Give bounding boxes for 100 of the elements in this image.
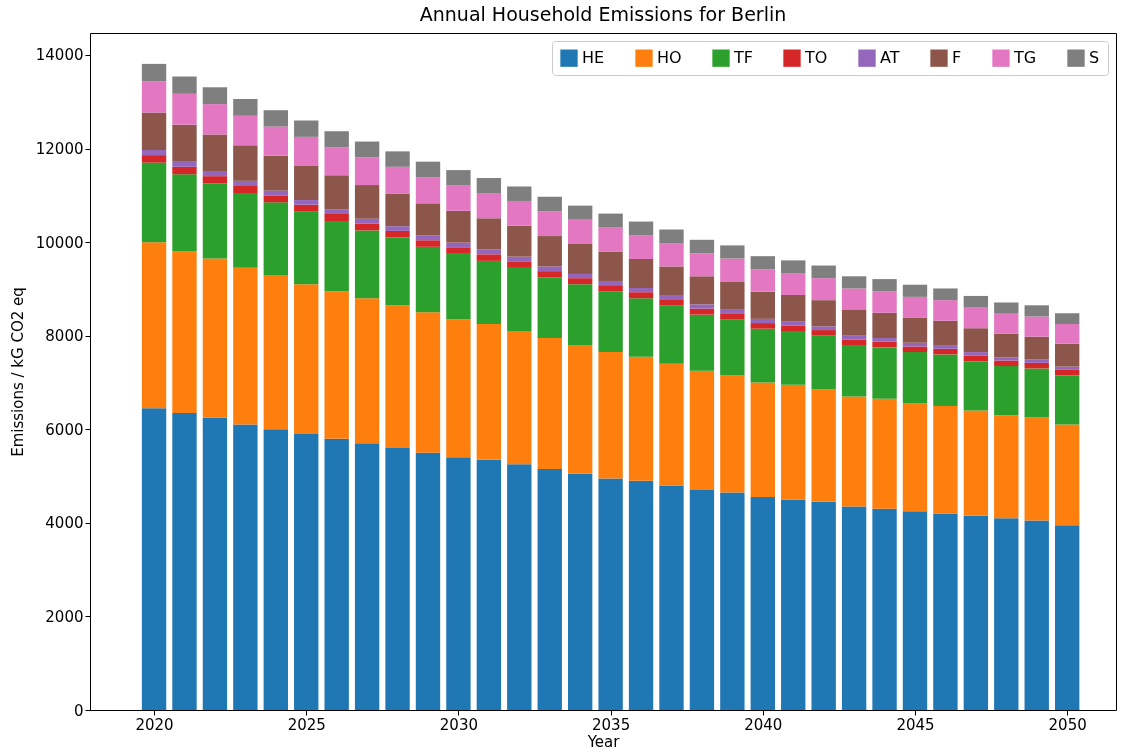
y-tick-label: 8000	[45, 327, 84, 346]
bar	[324, 221, 349, 292]
bar	[781, 273, 806, 295]
bar	[963, 328, 989, 353]
bar	[507, 200, 532, 226]
bar	[902, 352, 928, 404]
bar	[659, 299, 684, 306]
y-tick-label: 0	[73, 701, 84, 720]
bar	[415, 452, 441, 710]
bar	[841, 396, 867, 507]
bar	[172, 174, 197, 252]
bar	[567, 473, 593, 710]
bar	[324, 438, 349, 710]
bar	[233, 193, 258, 268]
bar	[750, 318, 775, 324]
bar	[324, 175, 349, 210]
bar	[263, 429, 288, 710]
bar	[141, 408, 167, 710]
bar	[689, 370, 715, 491]
legend-label: TG	[1013, 48, 1037, 68]
bar	[689, 253, 715, 277]
bar	[872, 312, 897, 339]
bar	[628, 292, 654, 299]
bar	[294, 120, 319, 137]
bar	[385, 226, 410, 231]
bar	[172, 124, 197, 162]
bar	[689, 239, 715, 254]
bar	[659, 266, 684, 295]
bar	[202, 87, 228, 105]
bar	[202, 104, 228, 135]
bar	[141, 81, 167, 113]
bar	[507, 267, 532, 332]
bar	[1054, 525, 1080, 710]
legend-label: F	[952, 48, 962, 68]
bar	[963, 410, 989, 516]
y-tick-label: 10000	[35, 233, 84, 252]
bar	[841, 506, 867, 710]
bar	[141, 149, 167, 156]
bar	[263, 126, 288, 156]
bar	[354, 141, 380, 158]
bar	[294, 200, 319, 205]
legend-label: AT	[880, 48, 900, 68]
bar	[507, 186, 532, 201]
bar	[720, 492, 745, 710]
x-tick-label: 2050	[1048, 715, 1087, 734]
bar	[720, 375, 745, 493]
bar	[994, 415, 1019, 519]
bar	[567, 345, 593, 474]
bar	[446, 210, 471, 243]
bar	[1054, 424, 1080, 526]
bar	[263, 155, 288, 191]
bar	[598, 285, 623, 292]
bar	[567, 284, 593, 346]
y-tick-label: 6000	[45, 420, 84, 439]
x-tick-label: 2030	[439, 715, 479, 734]
bar	[628, 235, 654, 259]
bar	[811, 265, 836, 279]
bar	[689, 304, 715, 309]
bar	[933, 288, 958, 301]
legend-label: TO	[804, 48, 828, 68]
bar	[598, 227, 623, 252]
bar	[841, 276, 867, 289]
x-tick-label: 2025	[287, 715, 326, 734]
bar	[963, 515, 989, 710]
bar	[994, 518, 1019, 710]
bar	[537, 338, 562, 470]
bar	[294, 284, 319, 434]
bar	[446, 253, 471, 320]
bar	[811, 389, 836, 502]
bar	[781, 384, 806, 500]
bar	[233, 185, 258, 194]
bar	[1054, 366, 1080, 370]
bar	[507, 464, 532, 710]
bar	[385, 230, 410, 238]
bar	[1024, 316, 1049, 337]
bar	[415, 161, 441, 178]
bar	[507, 225, 532, 257]
bar	[141, 112, 167, 150]
bar	[963, 352, 989, 356]
legend-label: S	[1089, 48, 1100, 68]
bar	[263, 195, 288, 203]
bar	[872, 279, 897, 292]
bar	[689, 314, 715, 371]
bar	[354, 185, 380, 219]
y-axis-title: Emissions / kG CO2 eq	[8, 287, 27, 457]
x-tick-label: 2020	[135, 715, 174, 734]
bar	[324, 214, 349, 222]
bar	[233, 424, 258, 710]
bar	[720, 281, 745, 310]
bar	[902, 317, 928, 343]
bar	[476, 218, 502, 250]
bar	[233, 115, 258, 146]
bar	[202, 183, 228, 259]
bar	[628, 356, 654, 481]
bar	[902, 296, 928, 318]
bar	[354, 230, 380, 299]
x-tick-label: 2040	[744, 715, 783, 734]
bar	[141, 162, 167, 243]
bar	[994, 366, 1019, 416]
bar	[233, 145, 258, 181]
